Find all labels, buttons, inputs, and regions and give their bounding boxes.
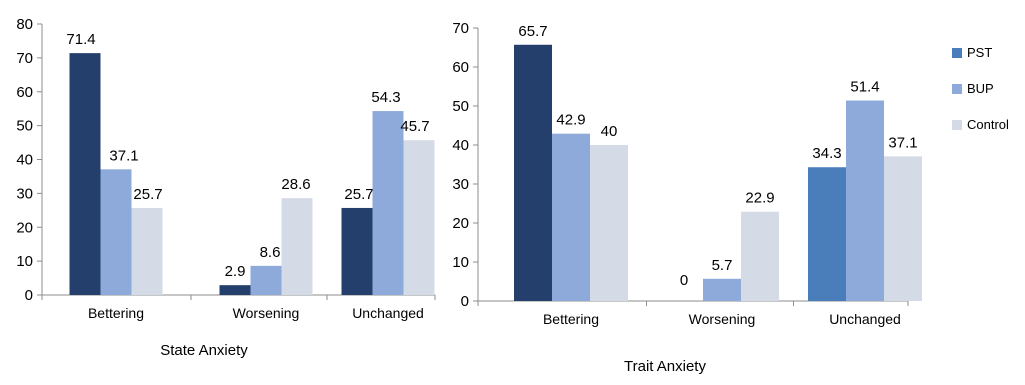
- y-tick-label: 50: [452, 98, 469, 115]
- legend-swatch-bup: [952, 84, 962, 94]
- bar-control-bettering: [131, 207, 163, 295]
- legend: PST BUP Control: [952, 45, 1009, 132]
- bar-control-worsening: [281, 198, 313, 295]
- y-tick-label: 80: [16, 16, 33, 33]
- y-tick-label: 10: [452, 254, 469, 271]
- category-label: Unchanged: [829, 311, 901, 327]
- category-label: Bettering: [88, 305, 144, 321]
- y-tick-label: 40: [452, 137, 469, 154]
- bar-pst-unchanged: [341, 207, 373, 295]
- chart-title: Trait Anxiety: [624, 358, 706, 375]
- bar-bup-unchanged: [846, 100, 884, 301]
- y-tick-label: 50: [16, 118, 33, 135]
- data-label: 71.4: [66, 31, 95, 48]
- data-label: 42.9: [556, 112, 585, 129]
- y-tick-label: 20: [16, 219, 33, 236]
- y-tick-label: 30: [452, 176, 469, 193]
- y-tick-label: 40: [16, 152, 33, 169]
- bar-control-worsening: [741, 211, 779, 301]
- chart-state-anxiety: 0 10 20 30 40 50 60 70 80 71.4 37.1 25.7 Bettering 2.…: [16, 16, 436, 359]
- data-label: 37.1: [888, 134, 917, 151]
- bar-bup-worsening: [703, 278, 741, 301]
- legend-label-control: Control: [967, 117, 1009, 132]
- y-tick-label: 60: [452, 59, 469, 76]
- bar-bup-unchanged: [372, 111, 404, 295]
- bar-control-bettering: [590, 145, 628, 301]
- data-label: 5.7: [712, 257, 733, 274]
- category-label: Worsening: [233, 305, 300, 321]
- data-label: 2.9: [225, 263, 246, 280]
- bar-pst-bettering: [69, 53, 101, 295]
- data-label: 8.6: [260, 244, 281, 261]
- data-label: 25.7: [344, 186, 373, 203]
- y-tick-label: 10: [16, 253, 33, 270]
- bar-pst-worsening: [219, 285, 251, 295]
- category-label: Bettering: [543, 311, 599, 327]
- data-label: 37.1: [109, 147, 138, 164]
- data-label: 28.6: [281, 176, 310, 193]
- data-label: 45.7: [400, 118, 429, 135]
- legend-label-bup: BUP: [967, 81, 994, 96]
- bar-bup-bettering: [552, 133, 590, 301]
- y-tick-label: 60: [16, 84, 33, 101]
- y-tick-label: 0: [461, 293, 469, 310]
- data-label: 54.3: [371, 89, 400, 106]
- data-label: 40: [601, 123, 618, 140]
- data-label: 0: [680, 272, 688, 289]
- category-label: Unchanged: [352, 305, 424, 321]
- data-label: 22.9: [745, 190, 774, 207]
- bar-bup-bettering: [100, 169, 132, 295]
- legend-swatch-control: [952, 120, 962, 130]
- legend-label-pst: PST: [967, 45, 992, 60]
- bar-pst-bettering: [514, 44, 552, 302]
- y-tick-label: 70: [16, 50, 33, 67]
- data-label: 51.4: [850, 79, 879, 96]
- y-tick-label: 0: [25, 287, 33, 304]
- bar-bup-worsening: [250, 265, 282, 295]
- bar-control-unchanged: [884, 156, 922, 301]
- bar-control-unchanged: [403, 140, 435, 295]
- y-tick-label: 70: [452, 20, 469, 37]
- chart-title: State Anxiety: [160, 342, 248, 359]
- y-tick-label: 20: [452, 215, 469, 232]
- chart-trait-anxiety: 0 10 20 30 40 50 60 70 65.7 42.9 40 Bettering 0 5.7 22…: [452, 20, 922, 375]
- data-label: 65.7: [518, 23, 547, 40]
- data-label: 25.7: [133, 186, 162, 203]
- bar-pst-unchanged: [808, 167, 846, 301]
- y-tick-label: 30: [16, 185, 33, 202]
- category-label: Worsening: [689, 311, 756, 327]
- legend-swatch-pst: [952, 48, 962, 58]
- data-label: 34.3: [812, 145, 841, 162]
